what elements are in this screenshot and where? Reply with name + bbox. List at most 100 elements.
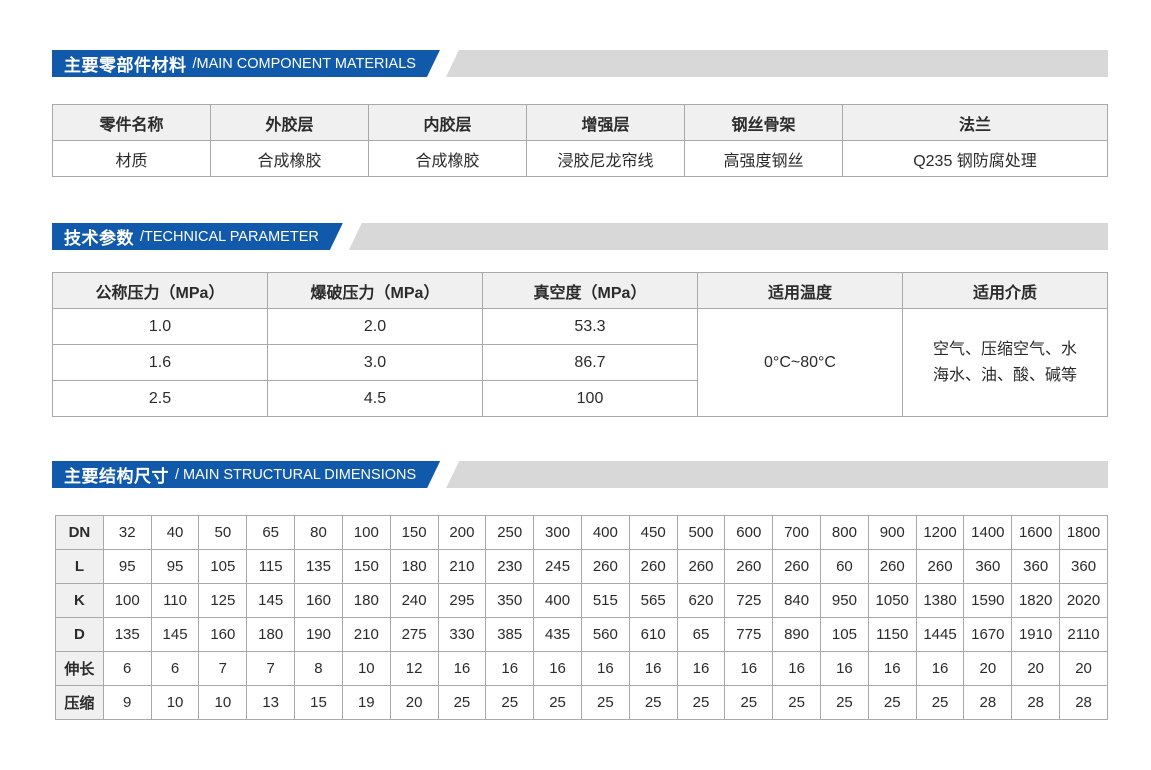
dimensions-cell: 40 bbox=[150, 515, 200, 550]
dimensions-cell: 385 bbox=[485, 617, 535, 652]
dimensions-cell: 560 bbox=[580, 617, 630, 652]
dimensions-cell: 1800 bbox=[1059, 515, 1108, 550]
dimensions-cell: 245 bbox=[533, 549, 582, 584]
dimensions-cell: 28 bbox=[963, 685, 1013, 720]
dimensions-cell: 260 bbox=[724, 549, 774, 584]
dimensions-cell: 330 bbox=[437, 617, 487, 652]
dimensions-cell: 1670 bbox=[963, 617, 1013, 652]
dimensions-cell: 115 bbox=[246, 549, 296, 584]
dimensions-cell: 1590 bbox=[963, 583, 1013, 618]
dimensions-cell: 240 bbox=[389, 583, 439, 618]
dimensions-cell: 25 bbox=[628, 685, 678, 720]
dimensions-cell: 230 bbox=[485, 549, 535, 584]
dimensions-cell: 25 bbox=[437, 685, 487, 720]
technical-header-cell: 公称压力（MPa） bbox=[52, 272, 268, 309]
dimensions-row-label: 压缩 bbox=[55, 685, 104, 720]
dimensions-row-label: 伸长 bbox=[55, 651, 104, 686]
dimensions-cell: 275 bbox=[389, 617, 439, 652]
dimensions-cell: 160 bbox=[198, 617, 248, 652]
dimensions-cell: 16 bbox=[580, 651, 630, 686]
dimensions-cell: 95 bbox=[150, 549, 200, 584]
dimensions-row-label: D bbox=[55, 617, 104, 652]
dimensions-cell: 25 bbox=[580, 685, 630, 720]
technical-header-cell: 真空度（MPa） bbox=[482, 272, 698, 309]
dimensions-cell: 260 bbox=[676, 549, 726, 584]
dimensions-cell: 20 bbox=[1059, 651, 1108, 686]
technical-header-cell: 适用介质 bbox=[902, 272, 1108, 309]
technical-cell: 86.7 bbox=[482, 344, 698, 381]
spec-document-page: 主要零部件材料 /MAIN COMPONENT MATERIALS 零件名称 外… bbox=[52, 50, 1108, 720]
dimensions-row-label: L bbox=[55, 549, 104, 584]
dimensions-cell: 8 bbox=[294, 651, 343, 686]
dimensions-cell: 2110 bbox=[1059, 617, 1108, 652]
dimensions-cell: 360 bbox=[1011, 549, 1061, 584]
dimensions-cell: 125 bbox=[198, 583, 248, 618]
dimensions-cell: 10 bbox=[150, 685, 200, 720]
technical-cell: 2.0 bbox=[267, 308, 483, 345]
dimensions-cell: 25 bbox=[820, 685, 869, 720]
technical-header-cell: 爆破压力（MPa） bbox=[267, 272, 483, 309]
section-title-zh: 主要零部件材料 bbox=[64, 56, 187, 75]
media-line: 海水、油、酸、碱等 bbox=[932, 366, 1077, 384]
materials-table: 零件名称 外胶层 内胶层 增强层 钢丝骨架 法兰 材质 合成橡胶 合成橡胶 浸胶… bbox=[52, 104, 1108, 177]
dimensions-cell: 160 bbox=[294, 583, 343, 618]
section-header-gray-bar bbox=[446, 461, 1108, 488]
dimensions-cell: 15 bbox=[294, 685, 343, 720]
dimensions-cell: 775 bbox=[724, 617, 774, 652]
dimensions-cell: 150 bbox=[389, 515, 439, 550]
dimensions-cell: 2020 bbox=[1059, 583, 1108, 618]
dimensions-cell: 360 bbox=[963, 549, 1013, 584]
dimensions-cell: 16 bbox=[867, 651, 917, 686]
dimensions-cell: 135 bbox=[102, 617, 152, 652]
dimensions-row-label: K bbox=[55, 583, 104, 618]
dimensions-cell: 1200 bbox=[915, 515, 965, 550]
dimensions-cell: 400 bbox=[533, 583, 582, 618]
dimensions-cell: 16 bbox=[676, 651, 726, 686]
dimensions-cell: 95 bbox=[102, 549, 152, 584]
dimensions-cell: 1400 bbox=[963, 515, 1013, 550]
dimensions-cell: 150 bbox=[341, 549, 391, 584]
dimensions-row-label: DN bbox=[55, 515, 104, 550]
dimensions-table: DN 32 40 50 65 80 100 150 200 250 300 400 450 500 600 7… bbox=[55, 515, 1108, 720]
dimensions-cell: 16 bbox=[485, 651, 535, 686]
dimensions-cell: 32 bbox=[102, 515, 152, 550]
dimensions-cell: 1050 bbox=[867, 583, 917, 618]
technical-cell: 1.6 bbox=[52, 344, 268, 381]
dimensions-cell: 565 bbox=[628, 583, 678, 618]
materials-cell: 材质 bbox=[52, 140, 211, 177]
dimensions-cell: 260 bbox=[915, 549, 965, 584]
technical-cell: 3.0 bbox=[267, 344, 483, 381]
dimensions-cell: 1600 bbox=[1011, 515, 1061, 550]
technical-cell: 2.5 bbox=[52, 380, 268, 417]
dimensions-cell: 110 bbox=[150, 583, 200, 618]
dimensions-cell: 180 bbox=[341, 583, 391, 618]
dimensions-cell: 180 bbox=[389, 549, 439, 584]
section-header-gray-bar bbox=[348, 223, 1108, 250]
dimensions-cell: 105 bbox=[198, 549, 248, 584]
materials-header-cell: 钢丝骨架 bbox=[684, 104, 843, 141]
dimensions-cell: 16 bbox=[915, 651, 965, 686]
dimensions-cell: 80 bbox=[294, 515, 343, 550]
dimensions-cell: 25 bbox=[533, 685, 582, 720]
dimensions-cell: 620 bbox=[676, 583, 726, 618]
dimensions-row-DN: DN 32 40 50 65 80 100 150 200 250 300 400 450 500 600 7… bbox=[55, 515, 1108, 550]
section-header-technical: 技术参数 /TECHNICAL PARAMETER bbox=[52, 223, 1108, 250]
dimensions-cell: 105 bbox=[820, 617, 869, 652]
dimensions-cell: 1910 bbox=[1011, 617, 1061, 652]
dimensions-cell: 16 bbox=[437, 651, 487, 686]
technical-cell: 4.5 bbox=[267, 380, 483, 417]
materials-header-cell: 外胶层 bbox=[210, 104, 369, 141]
dimensions-cell: 7 bbox=[198, 651, 248, 686]
dimensions-cell: 210 bbox=[437, 549, 487, 584]
dimensions-cell: 300 bbox=[533, 515, 582, 550]
materials-cell: 浸胶尼龙帘线 bbox=[526, 140, 685, 177]
dimensions-row-伸长: 伸长 6 6 7 7 8 10 12 16 16 16 16 16 16 16 16 16 16 16 20 20 20 bbox=[55, 651, 1108, 686]
dimensions-row-D: D 135 145 160 180 190 210 275 330 385 435 560 610 65 7… bbox=[55, 617, 1108, 652]
section-header-dimensions-ribbon: 主要结构尺寸 / MAIN STRUCTURAL DIMENSIONS bbox=[52, 461, 440, 488]
dimensions-cell: 25 bbox=[772, 685, 821, 720]
dimensions-cell: 25 bbox=[724, 685, 774, 720]
dimensions-cell: 6 bbox=[150, 651, 200, 686]
dimensions-cell: 515 bbox=[580, 583, 630, 618]
dimensions-cell: 60 bbox=[820, 549, 869, 584]
section-title-en: / MAIN STRUCTURAL DIMENSIONS bbox=[175, 466, 417, 483]
